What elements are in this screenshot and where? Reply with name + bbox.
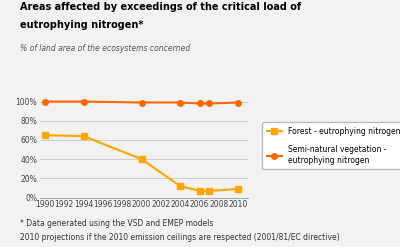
Text: eutrophying nitrogen*: eutrophying nitrogen* xyxy=(20,20,143,30)
Text: % of land area of the ecosystems concerned: % of land area of the ecosystems concern… xyxy=(20,44,190,53)
Text: 2010 projections if the 2010 emission ceilings are respected (2001/81/EC directi: 2010 projections if the 2010 emission ce… xyxy=(20,233,340,242)
Legend: Forest - eutrophying nitrogen, Semi-natural vegetation -
eutrophying nitrogen: Forest - eutrophying nitrogen, Semi-natu… xyxy=(262,122,400,169)
Text: Areas affected by exceedings of the critical load of: Areas affected by exceedings of the crit… xyxy=(20,2,301,12)
Text: * Data generated using the VSD and EMEP models: * Data generated using the VSD and EMEP … xyxy=(20,219,213,227)
